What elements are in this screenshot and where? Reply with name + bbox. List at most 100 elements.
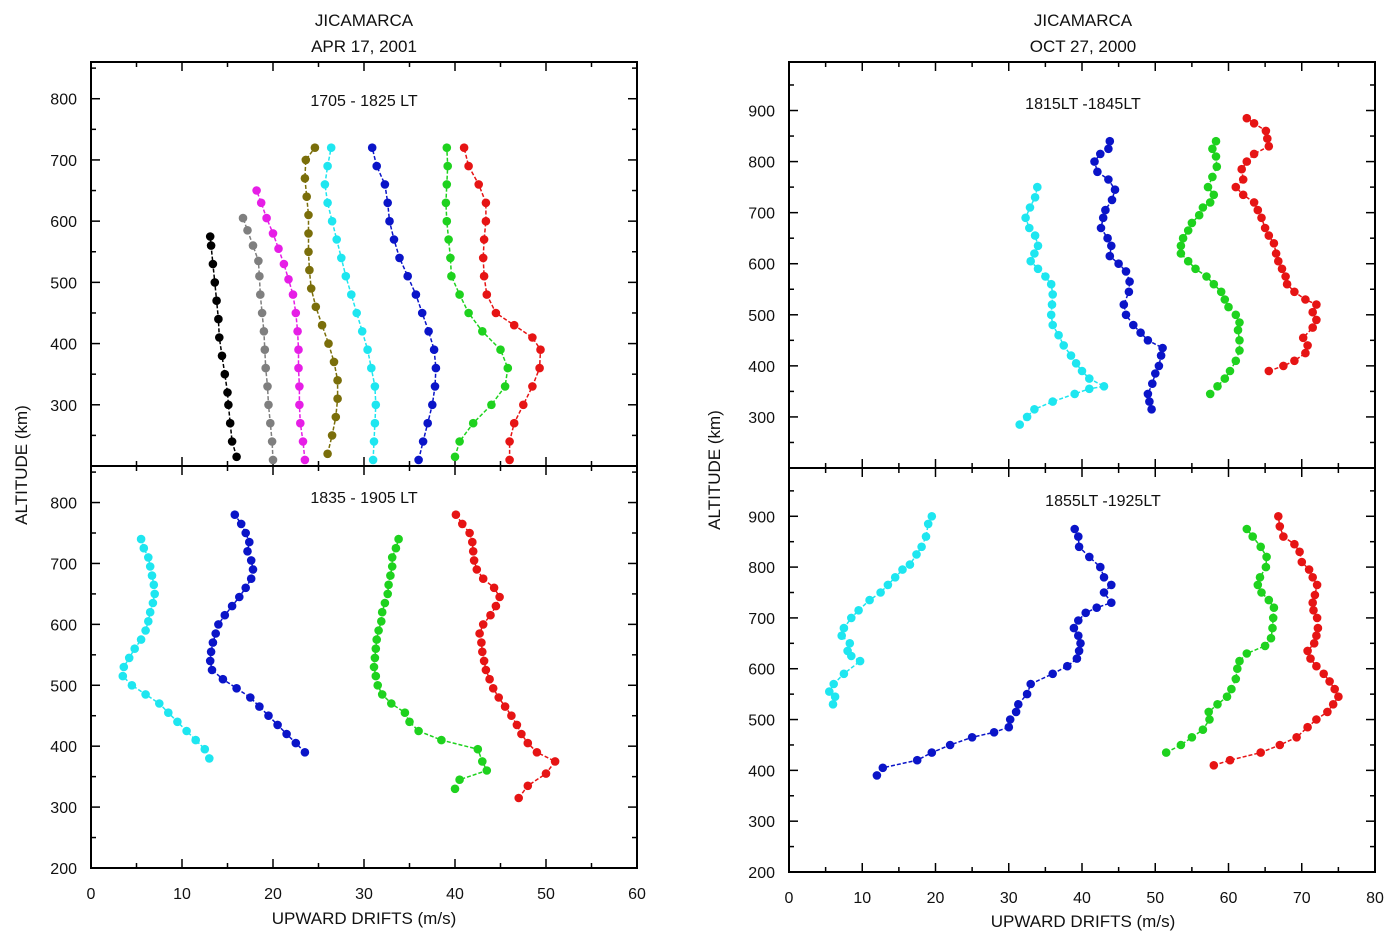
data-point (550, 757, 560, 766)
data-point (210, 278, 220, 287)
data-point (1022, 689, 1032, 699)
data-point (1249, 119, 1259, 128)
plot-layer-right: 3004005006007008009002003004005006007008… (748, 61, 1384, 907)
series-line (463, 147, 542, 460)
data-point (220, 369, 230, 379)
data-point (1309, 639, 1319, 648)
data-point (500, 382, 510, 391)
data-point (387, 699, 396, 708)
data-point (155, 699, 164, 708)
data-point (1156, 351, 1166, 360)
data-point (1129, 320, 1138, 330)
data-point (491, 308, 501, 318)
data-point (403, 271, 413, 281)
data-point (145, 607, 155, 617)
series-blue (205, 510, 310, 757)
data-point (428, 400, 437, 410)
data-point (173, 717, 182, 727)
data-point (464, 161, 473, 171)
data-point (495, 592, 504, 602)
data-point (1183, 256, 1193, 266)
x-tick-label: 0 (785, 890, 794, 907)
y-axis-label: ALTITUDE (km) (12, 405, 31, 525)
series-line (373, 538, 488, 790)
data-point (1099, 588, 1109, 597)
data-point (1104, 144, 1113, 154)
data-point (1204, 707, 1213, 717)
data-point (1231, 356, 1241, 366)
series-magenta (252, 186, 310, 465)
series-black (205, 232, 241, 462)
x-tick-label: 30 (1000, 890, 1018, 907)
data-point (230, 510, 240, 519)
data-point (1328, 700, 1338, 709)
data-point (1256, 542, 1265, 552)
data-point (411, 290, 421, 299)
data-point (514, 793, 523, 803)
data-point (1107, 195, 1117, 205)
data-point (150, 589, 159, 599)
data-point (395, 253, 404, 263)
data-point (479, 235, 489, 244)
data-point (1090, 157, 1099, 166)
x-tick-label: 60 (628, 886, 646, 903)
data-point (1187, 733, 1197, 742)
data-point (268, 229, 278, 238)
data-point (1313, 623, 1323, 633)
data-point (429, 345, 439, 355)
data-point (1271, 249, 1281, 258)
data-point (1249, 198, 1259, 207)
data-point (1253, 205, 1263, 215)
series-line (1234, 117, 1318, 372)
data-point (248, 565, 258, 574)
data-point (332, 235, 342, 244)
series-line (455, 514, 557, 799)
y-tick-label: 300 (50, 800, 77, 817)
x-tick-label: 60 (1220, 890, 1238, 907)
data-point (144, 553, 153, 562)
data-point (400, 708, 410, 717)
x-tick-label: 50 (1146, 890, 1164, 907)
data-point (1104, 175, 1113, 184)
data-point (144, 617, 153, 626)
data-point (337, 253, 346, 263)
series-line (324, 147, 377, 460)
data-point (329, 357, 339, 367)
data-point (147, 571, 157, 580)
data-point (304, 210, 313, 220)
data-point (262, 213, 271, 223)
data-point (923, 519, 933, 529)
data-point (206, 241, 216, 250)
data-point (477, 638, 486, 647)
data-point (1262, 552, 1271, 562)
data-point (872, 771, 882, 780)
data-point (1046, 279, 1056, 289)
y-tick-label: 500 (748, 308, 775, 325)
y-tick-label: 900 (748, 509, 775, 526)
data-point (431, 363, 441, 373)
data-point (442, 180, 452, 189)
data-point (418, 437, 428, 446)
data-point (478, 574, 488, 583)
data-point (1306, 654, 1315, 663)
data-point (1203, 182, 1213, 192)
data-point (1231, 182, 1241, 192)
y-tick-label: 400 (50, 739, 77, 756)
data-point (248, 241, 258, 250)
data-point (1099, 573, 1109, 582)
data-point (532, 748, 542, 757)
data-point (839, 623, 849, 633)
data-point (1119, 300, 1129, 309)
x-tick-label: 70 (1293, 890, 1311, 907)
data-point (1233, 325, 1243, 335)
series-olive (300, 143, 342, 459)
data-point (528, 333, 537, 342)
data-point (1202, 272, 1211, 281)
data-point (500, 702, 510, 711)
data-point (468, 418, 478, 428)
data-point (1225, 755, 1235, 765)
data-point (1015, 420, 1024, 429)
data-point (1105, 136, 1115, 146)
data-point (1194, 210, 1204, 220)
data-point (1098, 213, 1108, 223)
